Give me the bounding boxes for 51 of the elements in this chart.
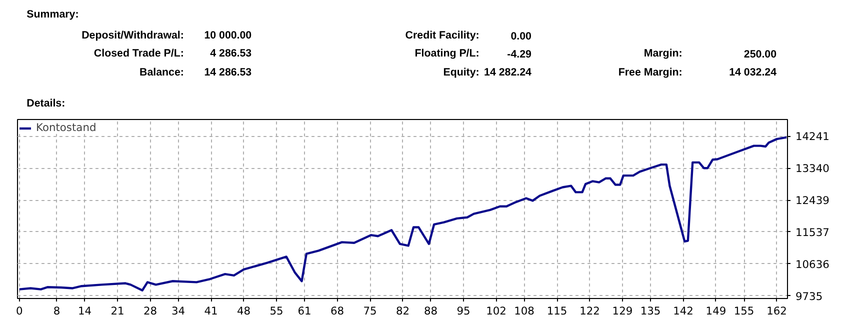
x-tick-label: 21 [110,304,124,318]
text: -4.29 [507,48,532,60]
x-tick-label: 115 [546,304,568,318]
y-tick-label: 11537 [796,226,830,239]
text: 14 032.24 [729,66,777,78]
text: Deposit/Withdrawal: [82,30,184,42]
text: Margin: [644,48,682,60]
text: Details: [26,98,66,110]
x-tick-label: 41 [204,304,218,318]
x-tick-label: 8 [53,304,60,318]
x-tick-label: 34 [172,304,186,318]
x-tick-label: 122 [580,304,600,318]
x-tick-label: 162 [766,304,787,318]
y-tick-label: 14241 [796,130,830,144]
text: 4 286.53 [210,48,252,60]
text: 0.00 [510,30,532,42]
x-tick-label: 108 [514,304,535,318]
x-tick-label: 14 [78,304,92,318]
text: 14 282.24 [484,66,532,78]
text: Summary: [26,8,79,20]
text: 14 286.53 [204,66,252,78]
x-tick-label: 61 [298,304,312,318]
x-tick-label: 129 [612,304,633,318]
text: 250.00 [744,48,777,60]
x-tick-label: 95 [456,304,470,318]
x-tick-label: 142 [673,304,694,318]
text: Equity: [443,66,480,78]
text: 10 000.00 [204,30,252,42]
x-tick-label: 0 [16,304,23,318]
x-tick-label: 48 [237,304,251,318]
y-tick-label: 10636 [796,258,830,271]
x-tick-label: 55 [270,304,284,318]
x-tick-label: 155 [734,304,754,318]
line-series [18,136,788,292]
x-tick-label: 135 [640,304,661,318]
x-tick-label: 68 [330,304,344,318]
x-tick-label: 28 [143,304,158,318]
x-tick-label: 149 [706,304,726,318]
x-tick-label: 102 [486,304,506,318]
y-tick-label: 12439 [796,194,830,208]
text: Credit Facility: [405,30,480,42]
text: Free Margin: [618,66,682,78]
text: Closed Trade P/L: [94,48,184,60]
text: Floating P/L: [414,48,480,60]
x-tick-label: 82 [396,304,410,318]
x-tick-label: 88 [424,304,438,318]
y-tick-label: 9735 [796,290,823,303]
text: Balance: [140,66,184,78]
x-tick-label: 75 [363,304,377,318]
legend-label: Kontostand [36,121,96,134]
y-tick-label: 13340 [796,162,830,176]
